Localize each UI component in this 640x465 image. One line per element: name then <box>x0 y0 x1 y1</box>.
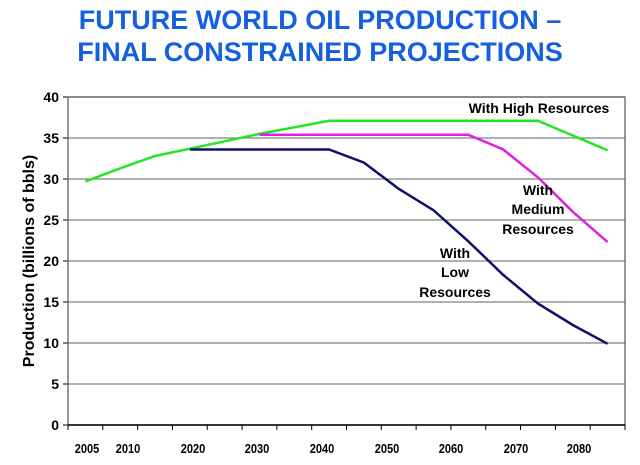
series-label: Resources <box>419 284 491 300</box>
y-tick-label: 35 <box>43 130 59 146</box>
x-tick-label: 2020 <box>181 441 206 456</box>
y-tick-label: 10 <box>43 335 59 351</box>
series-label: With High Resources <box>469 100 610 116</box>
y-axis-label: Production (billions of bbls) <box>21 155 38 367</box>
series-label: Resources <box>502 221 574 237</box>
y-tick-label: 30 <box>43 171 59 187</box>
y-tick-label: 0 <box>51 417 59 433</box>
x-tick-label: 2005 <box>75 441 100 456</box>
x-tick-label: 2010 <box>116 441 141 456</box>
y-tick-label: 20 <box>43 253 59 269</box>
title-line-1: FUTURE WORLD OIL PRODUCTION – <box>78 5 562 35</box>
x-tick-label: 2070 <box>504 441 529 456</box>
x-tick-label: 2030 <box>245 441 270 456</box>
y-tick-label: 5 <box>51 376 59 392</box>
x-tick-label: 2040 <box>310 441 335 456</box>
y-tick-label: 15 <box>43 294 59 310</box>
chart-title: FUTURE WORLD OIL PRODUCTION – FINAL CONST… <box>0 4 640 68</box>
y-tick-label: 40 <box>43 89 59 105</box>
y-tick-label: 25 <box>43 212 59 228</box>
series-label: With <box>440 245 470 261</box>
title-line-2: FINAL CONSTRAINED PROJECTIONS <box>77 37 563 67</box>
x-tick-label: 2050 <box>375 441 400 456</box>
x-tick-label: 2080 <box>567 441 592 456</box>
series-line-high <box>84 119 609 183</box>
x-tick-label: 2060 <box>439 441 464 456</box>
series-label: With <box>523 182 553 198</box>
series-label: Medium <box>512 201 565 217</box>
series-label: Low <box>441 264 469 280</box>
